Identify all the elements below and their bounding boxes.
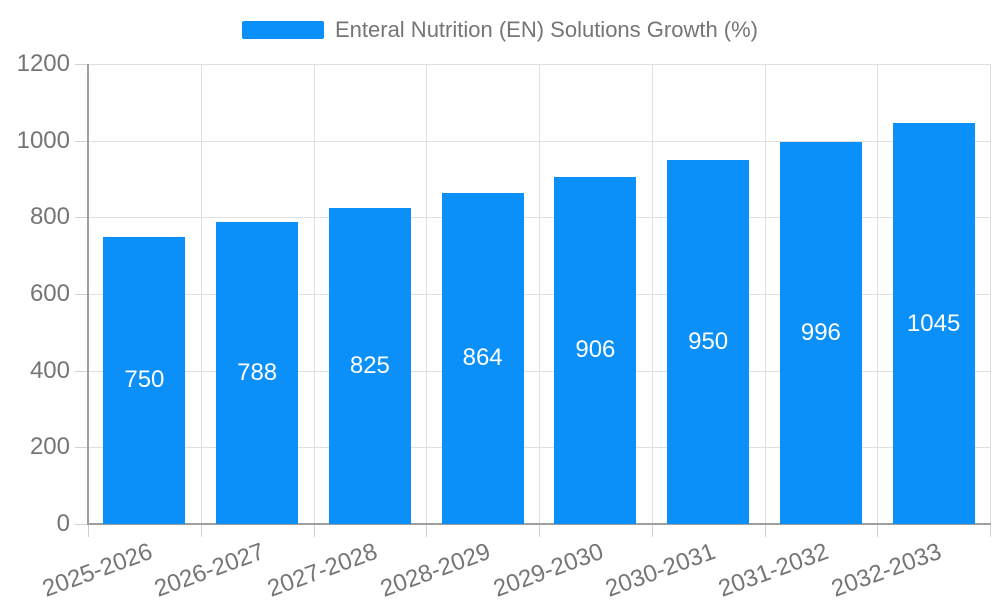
legend[interactable]: Enteral Nutrition (EN) Solutions Growth … bbox=[0, 17, 1000, 43]
y-axis-tick bbox=[75, 294, 88, 295]
bar-value-label: 996 bbox=[800, 319, 841, 347]
y-axis-tick-label: 0 bbox=[56, 510, 70, 537]
x-axis-tick bbox=[426, 524, 428, 537]
y-axis-tick-label: 400 bbox=[29, 356, 70, 384]
bar-2026-2027[interactable] bbox=[216, 221, 299, 524]
y-axis-tick bbox=[75, 524, 88, 525]
y-axis-line bbox=[87, 64, 89, 524]
y-axis-tick-label: 600 bbox=[29, 280, 70, 307]
bar-value-label: 906 bbox=[575, 336, 616, 364]
x-axis-tick bbox=[651, 524, 653, 537]
x-axis-tick-label: 2025-2026 bbox=[38, 538, 156, 600]
bar-2032-2033[interactable] bbox=[892, 123, 975, 524]
bar-value-label: 950 bbox=[688, 327, 729, 355]
bar-value-label: 864 bbox=[462, 344, 503, 372]
bar-2028-2029[interactable] bbox=[441, 192, 524, 524]
bar-value-label: 1045 bbox=[906, 309, 961, 337]
x-gridline bbox=[313, 64, 315, 524]
y-axis-tick-label: 200 bbox=[29, 433, 70, 461]
y-axis-tick bbox=[75, 447, 88, 449]
x-axis-tick bbox=[990, 524, 991, 537]
x-axis-tick-label: 2030-2031 bbox=[602, 538, 720, 600]
x-axis-tick bbox=[88, 524, 89, 537]
x-gridline bbox=[539, 64, 540, 524]
x-axis-tick-label: 2026-2027 bbox=[151, 538, 269, 600]
bar-2031-2032[interactable] bbox=[779, 142, 862, 524]
bar-2027-2028[interactable] bbox=[328, 207, 411, 524]
x-axis-tick-label: 2028-2029 bbox=[376, 538, 494, 600]
x-axis-line bbox=[87, 523, 991, 525]
x-gridline bbox=[651, 64, 653, 524]
y-axis-tick bbox=[75, 140, 88, 142]
bar-2030-2031[interactable] bbox=[667, 159, 750, 524]
x-gridline bbox=[426, 64, 428, 524]
x-axis-tick-label: 2032-2033 bbox=[827, 538, 945, 600]
bar-value-label: 788 bbox=[237, 358, 278, 386]
x-gridline bbox=[200, 64, 202, 524]
bar-2025-2026[interactable] bbox=[103, 236, 186, 524]
x-axis-tick-label: 2027-2028 bbox=[264, 538, 382, 600]
legend-swatch-icon bbox=[241, 21, 324, 39]
y-axis-tick-label: 800 bbox=[29, 203, 70, 231]
bar-value-label: 825 bbox=[349, 351, 390, 379]
x-gridline bbox=[990, 64, 991, 524]
y-axis-tick bbox=[75, 64, 88, 65]
y-axis-tick bbox=[75, 370, 88, 372]
x-axis-tick bbox=[200, 524, 202, 537]
bar-value-label: 750 bbox=[124, 366, 165, 394]
y-axis-tick-label: 1200 bbox=[16, 50, 70, 77]
legend-label: Enteral Nutrition (EN) Solutions Growth … bbox=[334, 17, 759, 42]
bar-2029-2030[interactable] bbox=[554, 176, 637, 524]
y-axis-tick-label: 1000 bbox=[16, 126, 70, 154]
y-axis-tick bbox=[75, 217, 88, 219]
x-gridline bbox=[877, 64, 879, 524]
x-axis-tick bbox=[539, 524, 540, 537]
x-gridline bbox=[764, 64, 766, 524]
x-axis-tick-label: 2031-2032 bbox=[715, 538, 833, 600]
x-axis-tick bbox=[313, 524, 315, 537]
x-axis-tick bbox=[764, 524, 766, 537]
x-axis-tick bbox=[877, 524, 879, 537]
x-axis-tick-label: 2029-2030 bbox=[489, 538, 607, 600]
